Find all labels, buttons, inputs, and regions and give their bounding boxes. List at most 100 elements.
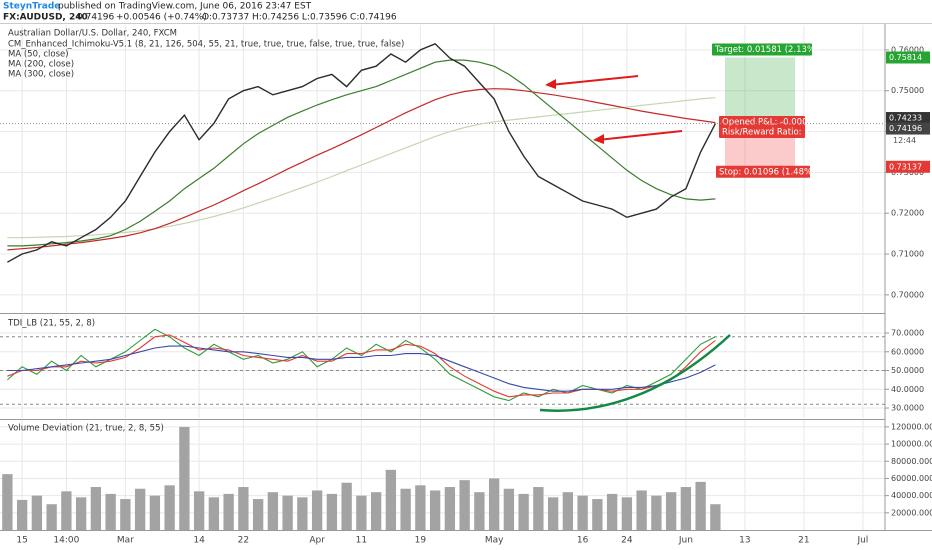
arrow [593, 130, 683, 144]
volume-bar [193, 491, 205, 530]
published: published on TradingView.com, June 06, 2… [58, 2, 312, 12]
volume-bar [710, 504, 721, 530]
volume-bar [370, 492, 382, 530]
volume-bar [341, 482, 352, 530]
volume-bar [695, 481, 706, 530]
volume-bar [134, 488, 146, 530]
pane-title: TDI_LB (21, 55, 2, 8) [7, 319, 95, 329]
y-tick-label: 40.0000 [891, 385, 924, 394]
price-tag-label: 0.75814 [889, 53, 922, 62]
volume-bar [61, 491, 72, 530]
x-tick-label: 15 [16, 536, 27, 546]
x-tick-label: 16 [577, 536, 589, 546]
volume-bar [149, 495, 161, 530]
volume-bar [503, 488, 515, 530]
volume-bar [562, 492, 574, 530]
price-line [7, 42, 717, 263]
price-tag-label: 0.74233 [889, 114, 922, 123]
y-tick-label: 20000.0000 [891, 508, 932, 517]
volume-bar [577, 495, 588, 530]
volume-bar [90, 487, 102, 530]
volume-bar [282, 495, 293, 530]
ohlc: O:0.73737 H:0.74256 L:0.73596 C:0.74196 [202, 13, 397, 23]
y-tick-label: 40000.0000 [891, 491, 932, 500]
target-label-box [712, 43, 812, 56]
y-tick-label: 80000.0000 [891, 457, 932, 466]
volume-bar [415, 485, 426, 530]
ratio-label: Risk/Reward Ratio: 1.44 [722, 128, 823, 138]
y-tick-label: 0.70000 [891, 290, 924, 299]
x-tick-label: 22 [238, 536, 249, 546]
volume-bar [592, 499, 603, 530]
x-tick-label: 13 [739, 536, 750, 546]
y-tick-label: 100000.0000 [891, 440, 932, 449]
pane-title: Australian Dollar/U.S. Dollar, 240, FXCM [8, 29, 177, 39]
volume-bar [429, 490, 441, 530]
volume-bar [665, 492, 677, 530]
volume-bar [474, 492, 485, 530]
volume-bar [606, 493, 618, 530]
plot: 15 14:00 Mar 14 22 Apr 11 19 May 16 24 Jun 13 21 Jul 0.… [0, 25, 932, 546]
volume-bar [105, 493, 116, 530]
y-tick-label: 60.0000 [891, 347, 924, 356]
tdi-line [7, 345, 716, 392]
last-price: 0.74196 [77, 13, 114, 23]
volume-bar [356, 495, 367, 530]
volume-bar [680, 487, 692, 530]
y-tick-label: 0.76000 [891, 45, 924, 54]
author: SteynTrade [3, 2, 60, 12]
pnl-label-box [719, 116, 805, 129]
volume-bar [385, 469, 397, 530]
volume-bar [208, 497, 220, 530]
volume-bar [2, 474, 13, 530]
change: +0.00546 (+0.74%) [116, 13, 207, 23]
x-tick-label: 21 [798, 536, 809, 546]
indicator-label: CM_Enhanced_Ichimoku-V5.1 (8, 21, 126, 5… [8, 40, 404, 50]
volume-bar [179, 426, 190, 530]
x-tick-label: 11 [356, 536, 367, 546]
y-tick-label: 0.72000 [891, 209, 924, 218]
target-zone [725, 57, 795, 123]
stop-label-box [716, 165, 810, 178]
volume-bar [547, 497, 559, 530]
volume-bar [518, 493, 529, 530]
volume-bar [252, 499, 264, 530]
volume-bar [311, 490, 323, 530]
volume-bar [459, 480, 470, 530]
volume-bar [75, 497, 87, 530]
volume-bar [651, 495, 662, 530]
y-tick-label: 30.0000 [891, 404, 924, 413]
y-tick-label: 0.71000 [891, 250, 924, 259]
volume-bar [120, 499, 131, 530]
volume-bar [488, 478, 500, 530]
symbol: FX:AUDUSD, 240 [3, 13, 88, 23]
pane-title: Volume Deviation (21, true, 2, 8, 55) [8, 424, 164, 434]
x-tick-label: Apr [309, 536, 325, 546]
price-tag [886, 112, 930, 125]
volume-bar [46, 504, 57, 530]
price-tag-label: 0.74196 [889, 124, 922, 133]
volume-bar [621, 497, 633, 530]
volume-bar [31, 495, 43, 530]
y-tick-label: 60000.0000 [891, 474, 932, 483]
x-tick-label: Jul [856, 536, 868, 546]
volume-bar [400, 488, 411, 530]
stop-label: Stop: 0.01096 (1.48%) [719, 167, 815, 177]
legend-entry: MA (50, close) [8, 50, 69, 60]
trend-curve [539, 334, 731, 412]
x-tick-label: 14 [193, 536, 205, 546]
volume-bar [636, 490, 647, 530]
ma-line [7, 88, 716, 251]
ma-line [7, 59, 716, 247]
volume-bar [16, 499, 28, 530]
countdown: 12:44 [893, 136, 916, 145]
ratio-label-box [719, 126, 805, 139]
price-tag [886, 160, 930, 173]
volume-bar [444, 487, 456, 530]
x-tick-label: 19 [415, 536, 427, 546]
price-tag [886, 51, 930, 64]
x-tick-label: 14:00 [53, 536, 79, 546]
price-tag [886, 122, 930, 135]
price-tag-label: 0.73137 [889, 162, 922, 171]
